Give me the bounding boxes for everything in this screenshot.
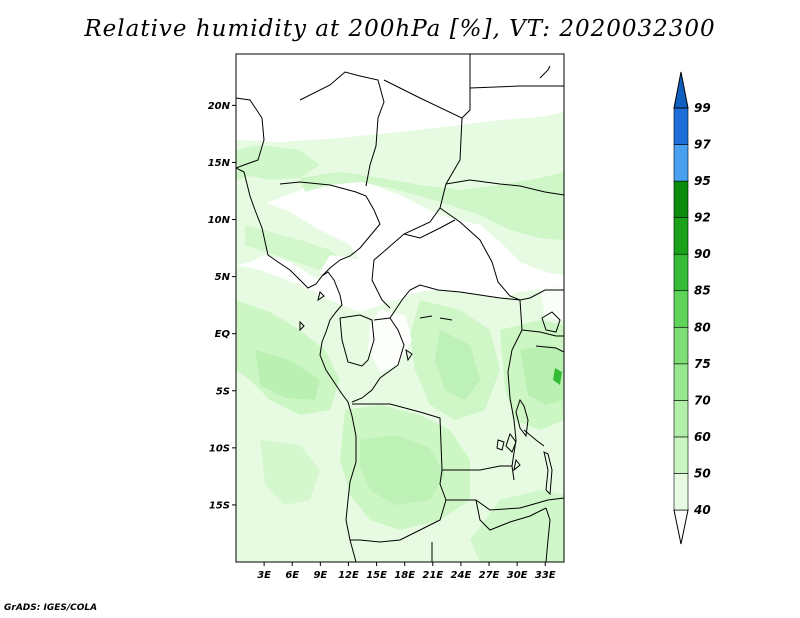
colorbar-label: 90 [694,247,711,261]
latitude-axis: 20N 15N 10N 5N EQ 5S 10S 15S [208,101,236,511]
colorbar-label: 80 [694,320,711,334]
lon-tick-label: 27E [479,570,500,581]
colorbar-segment [673,144,689,182]
colorbar-segment [673,436,689,474]
colorbar-segment [673,107,689,145]
colorbar-segment [673,290,689,328]
lat-tick-label: 20N [208,101,231,112]
map-title: Relative humidity at 200hPa [%], VT: 202… [84,16,716,42]
lon-tick-label: 30E [507,570,528,581]
map-boundaries [236,54,564,562]
colorbar-low-arrow [673,509,689,545]
colorbar-label: 60 [694,430,711,444]
map-frame [235,53,565,563]
colorbar-segment [673,400,689,438]
lon-tick-label: 24E [451,570,472,581]
lon-tick-label: 21E [422,570,443,581]
lat-tick-label: 10N [208,215,231,226]
colorbar-segment [673,363,689,401]
lat-tick-label: EQ [215,329,231,340]
colorbar-label: 85 [694,284,711,298]
lon-tick-label: 18E [394,570,415,581]
lon-tick-label: 33E [535,570,556,581]
colorbar-label: 50 [694,466,711,480]
lat-tick-label: 15N [208,158,231,169]
colorbar-label: 75 [694,357,711,371]
lon-tick-label: 3E [257,570,271,581]
colorbar-label: 40 [693,503,711,517]
colorbar-label: 70 [694,393,711,407]
lon-tick-label: 15E [366,570,387,581]
lon-tick-label: 6E [285,570,299,581]
colorbar-high-arrow [673,71,689,109]
lat-tick-label: 5N [215,272,231,283]
colorbar-segment [673,180,689,218]
humidity-field [236,60,564,562]
lon-tick-label: 9E [313,570,327,581]
colorbar-segment [673,253,689,292]
longitude-axis: 3E 6E 9E 12E 15E 18E 21E 24E 27E 30E 33E [257,562,556,581]
colorbar-segment [673,473,689,511]
grads-credit: GrADS: IGES/COLA [4,603,98,613]
lat-tick-label: 5S [216,386,230,397]
colorbar-segment [673,217,689,255]
colorbar-label: 99 [694,101,711,115]
lon-tick-label: 12E [338,570,359,581]
colorbar-segment [673,326,689,365]
colorbar-label: 95 [694,174,711,188]
lat-tick-label: 10S [209,443,230,454]
lat-tick-label: 15S [209,500,230,511]
colorbar: 40 50 60 70 75 80 85 90 92 95 97 99 [673,71,711,545]
colorbar-label: 97 [694,138,711,152]
colorbar-label: 92 [694,211,711,225]
